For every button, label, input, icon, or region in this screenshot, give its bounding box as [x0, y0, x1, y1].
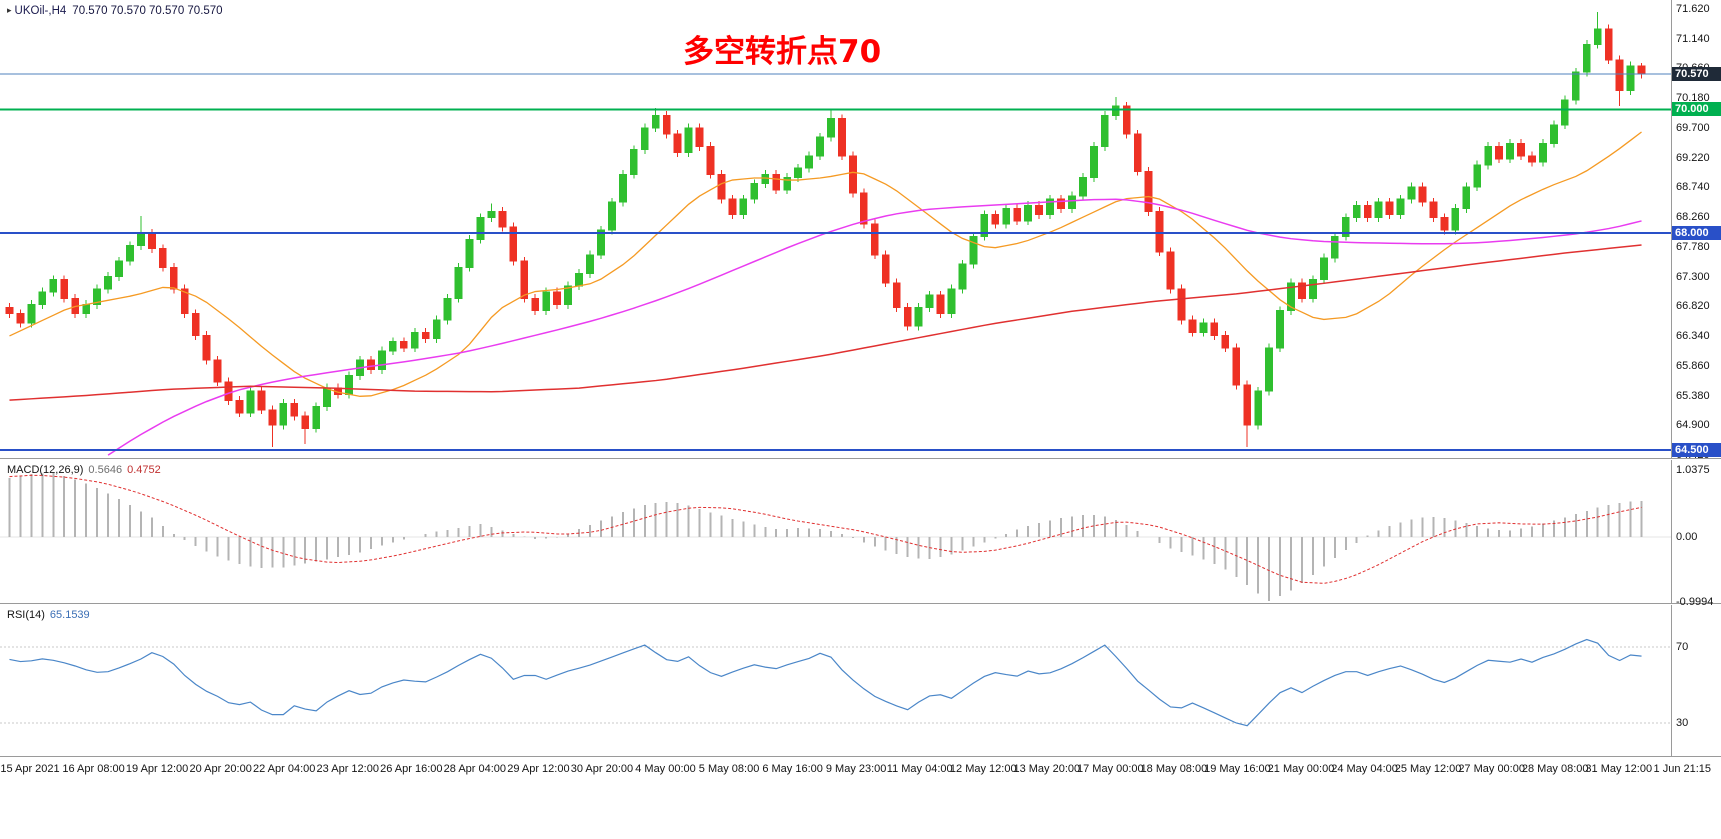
time-axis-label: 26 Apr 16:00	[380, 763, 443, 775]
time-axis-label: 19 May 16:00	[1204, 763, 1271, 775]
macd-main-value: 0.5646	[88, 464, 123, 476]
time-axis-label: 28 May 08:00	[1521, 763, 1589, 775]
candlestick-chart-plot[interactable]	[0, 0, 1671, 459]
price-axis-label: 65.860	[1676, 359, 1710, 372]
price-axis-label: 65.380	[1676, 389, 1710, 402]
time-axis-label: 20 Apr 20:00	[189, 763, 252, 775]
macd-axis-label: 0.00	[1676, 531, 1698, 543]
ma-fast-orange	[9, 131, 1642, 397]
macd-axis[interactable]: 1.0375 0.00 -0.9994	[1671, 460, 1721, 608]
rsi-pane[interactable]: 70 30 RSI(14) 65.1539	[0, 605, 1721, 757]
macd-signal-value: 0.4752	[127, 464, 161, 476]
candlestick-series	[5, 12, 1646, 447]
time-axis-label: 24 May 04:00	[1331, 763, 1398, 775]
time-axis-label: 19 Apr 12:00	[125, 763, 189, 775]
time-axis-label: 21 May 00:00	[1267, 763, 1335, 775]
time-axis-label: 6 May 16:00	[762, 763, 823, 775]
price-axis-label: 71.620	[1676, 2, 1710, 15]
time-axis-label: 5 May 08:00	[698, 763, 760, 775]
time-axis-label: 4 May 00:00	[635, 763, 696, 775]
macd-pane[interactable]: 1.0375 0.00 -0.9994 MACD(12,26,9) 0.5646 0.4…	[0, 460, 1721, 608]
time-axis-label: 25 May 12:00	[1394, 763, 1462, 775]
time-axis-label: 27 May 00:00	[1458, 763, 1525, 775]
time-axis-label: 30 Apr 20:00	[570, 763, 634, 775]
price-axis-label: 71.140	[1676, 32, 1710, 45]
time-axis-label: 31 May 12:00	[1585, 763, 1653, 775]
time-axis-label: 1 Jun 21:15	[1653, 763, 1712, 775]
ma-slow-red	[9, 244, 1642, 401]
time-axis-label: 18 May 08:00	[1140, 763, 1208, 775]
macd-axis-label: 1.0375	[1676, 463, 1710, 476]
macd-plot[interactable]	[0, 460, 1671, 604]
time-axis-label: 15 Apr 2021	[0, 763, 60, 775]
price-axis-label: 66.340	[1676, 330, 1710, 343]
price-axis-label: 69.700	[1676, 121, 1710, 134]
ma-mid-magenta	[107, 198, 1642, 456]
price-axis-label: 68.740	[1676, 181, 1710, 194]
time-axis-label: 22 Apr 04:00	[252, 763, 316, 775]
price-tag-64.500: 64.500	[1672, 443, 1721, 458]
time-axis-label: 16 Apr 08:00	[62, 763, 125, 775]
rsi-name: RSI(14)	[7, 609, 45, 621]
macd-name: MACD(12,26,9)	[7, 464, 84, 476]
price-axis-label: 67.780	[1676, 240, 1710, 253]
rsi-axis-label: 70	[1676, 640, 1689, 653]
price-axis[interactable]: 71.62071.14070.66070.18069.70069.22068.7…	[1671, 0, 1721, 461]
macd-histogram	[8, 472, 1643, 601]
rsi-label: RSI(14) 65.1539	[7, 609, 90, 621]
time-axis-label: 12 May 12:00	[949, 763, 1017, 775]
rsi-axis-label: 30	[1676, 716, 1689, 729]
price-axis-label: 66.820	[1676, 300, 1710, 313]
price-axis-label: 70.180	[1676, 92, 1710, 105]
time-axis-label: 28 Apr 04:00	[443, 763, 507, 775]
time-axis[interactable]: 15 Apr 2021 16 Apr 08:00 19 Apr 12:00 20 Ap…	[0, 758, 1721, 784]
time-axis-label: 13 May 20:00	[1013, 763, 1081, 775]
price-tag-68.000: 68.000	[1672, 226, 1721, 241]
time-axis-label: 23 Apr 12:00	[316, 763, 379, 775]
symbol-name: UKOil-,H4	[14, 5, 67, 17]
rsi-line	[9, 638, 1642, 727]
time-axis-label: 17 May 00:00	[1077, 763, 1144, 775]
price-axis-label: 67.300	[1676, 270, 1710, 283]
price-axis-label: 64.900	[1676, 419, 1710, 432]
price-axis-label: 69.220	[1676, 151, 1710, 164]
macd-label: MACD(12,26,9) 0.5646 0.4752	[7, 464, 161, 476]
macd-signal-line	[9, 474, 1642, 584]
symbol-marker-icon: ▸	[7, 5, 12, 15]
rsi-axis[interactable]: 70 30	[1671, 605, 1721, 756]
time-axis-label: 29 Apr 12:00	[507, 763, 570, 775]
rsi-value: 65.1539	[49, 609, 90, 621]
price-tag-70.000: 70.000	[1672, 102, 1721, 117]
price-axis-label: 68.260	[1676, 211, 1710, 224]
rsi-plot[interactable]	[0, 605, 1671, 757]
annotation-text[interactable]: 多空转折点70	[683, 34, 882, 70]
price-tag-70.570: 70.570	[1672, 67, 1721, 82]
main-chart-pane[interactable]: 71.62071.14070.66070.18069.70069.22068.7…	[0, 0, 1721, 461]
symbol-info-bar: ▸ UKOil-,H4 70.570 70.570 70.570 70.570	[7, 5, 223, 17]
time-axis-label: 9 May 23:00	[825, 763, 887, 775]
macd-axis-label: -0.9994	[1676, 595, 1714, 608]
time-axis-label: 11 May 04:00	[886, 763, 953, 775]
symbol-ohlc-values: 70.570 70.570 70.570 70.570	[72, 5, 223, 17]
